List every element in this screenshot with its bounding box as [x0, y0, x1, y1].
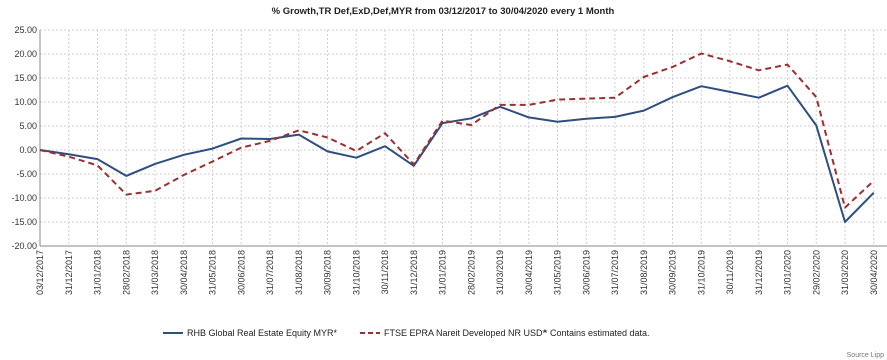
series-lines [39, 52, 875, 223]
x-tick-label: 31/01/2018 [93, 250, 103, 295]
legend: RHB Global Real Estate Equity MYR* FTSE … [163, 328, 650, 338]
x-tick-label: 30/09/2018 [323, 250, 333, 295]
x-tick-label: 29/02/2020 [811, 250, 821, 295]
x-tick-label: 28/02/2018 [121, 250, 131, 295]
x-tick-label: 31/05/2018 [208, 250, 218, 295]
y-tick-label: -20.00 [11, 241, 37, 251]
legend-label-rhb: RHB Global Real Estate Equity MYR* [187, 328, 338, 338]
y-tick-label: 10.00 [14, 97, 37, 107]
x-tick-label: 28/02/2019 [466, 250, 476, 295]
series-line-rhb [39, 84, 875, 223]
y-tick-label: 25.00 [14, 25, 37, 35]
grid [39, 29, 887, 247]
x-tick-label: 30/11/2018 [380, 250, 390, 294]
x-tick-label: 30/04/2019 [524, 250, 534, 295]
y-tick-label: -10.00 [11, 193, 37, 203]
y-tick-label: 5.00 [19, 121, 37, 131]
x-tick-label: 31/03/2018 [150, 250, 160, 295]
y-tick-label: 15.00 [14, 73, 37, 83]
x-tick-label: 30/04/2018 [179, 250, 189, 295]
x-tick-label: 30/06/2019 [581, 250, 591, 295]
x-tick-label: 31/08/2019 [639, 250, 649, 295]
x-tick-label: 31/07/2019 [610, 250, 620, 295]
x-tick-label: 31/07/2018 [265, 250, 275, 295]
x-tick-label: 30/11/2019 [725, 250, 735, 294]
x-tick-label: 30/09/2019 [668, 250, 678, 295]
y-tick-label: 0.00 [19, 145, 37, 155]
x-tick-label: 03/12/2017 [35, 250, 45, 295]
chart-title: % Growth,TR Def,ExD,Def,MYR from 03/12/2… [272, 6, 615, 17]
y-tick-label: -5.00 [16, 169, 37, 179]
x-tick-label: 31/01/2020 [783, 250, 793, 295]
source-note: Source Lipp [847, 352, 884, 359]
x-tick-label: 30/06/2018 [236, 250, 246, 295]
x-tick-label: 31/03/2019 [495, 250, 505, 295]
x-tick-label: 31/03/2020 [840, 250, 850, 295]
x-tick-label: 31/12/2018 [409, 250, 419, 295]
y-tick-label: -15.00 [11, 217, 37, 227]
x-tick-label: 31/08/2018 [294, 250, 304, 295]
x-tick-label: 31/10/2018 [351, 250, 361, 295]
x-tick-label: 31/01/2019 [438, 250, 448, 295]
axes: 25.00 20.00 15.00 10.00 5.00 0.00 -5.00 -10.00 -… [11, 25, 887, 295]
legend-label-ftse: FTSE EPRA Nareit Developed NR USD* [384, 328, 547, 338]
x-tick-label: 30/04/2020 [869, 250, 879, 295]
x-tick-label: 31/12/2019 [754, 250, 764, 295]
x-tick-label: 31/10/2019 [696, 250, 706, 295]
x-tick-label: 31/12/2017 [64, 250, 74, 295]
x-tick-label: 31/05/2019 [553, 250, 563, 295]
y-tick-label: 20.00 [14, 49, 37, 59]
legend-estimated-note: * Contains estimated data. [544, 328, 650, 338]
series-line-ftse [39, 52, 875, 209]
